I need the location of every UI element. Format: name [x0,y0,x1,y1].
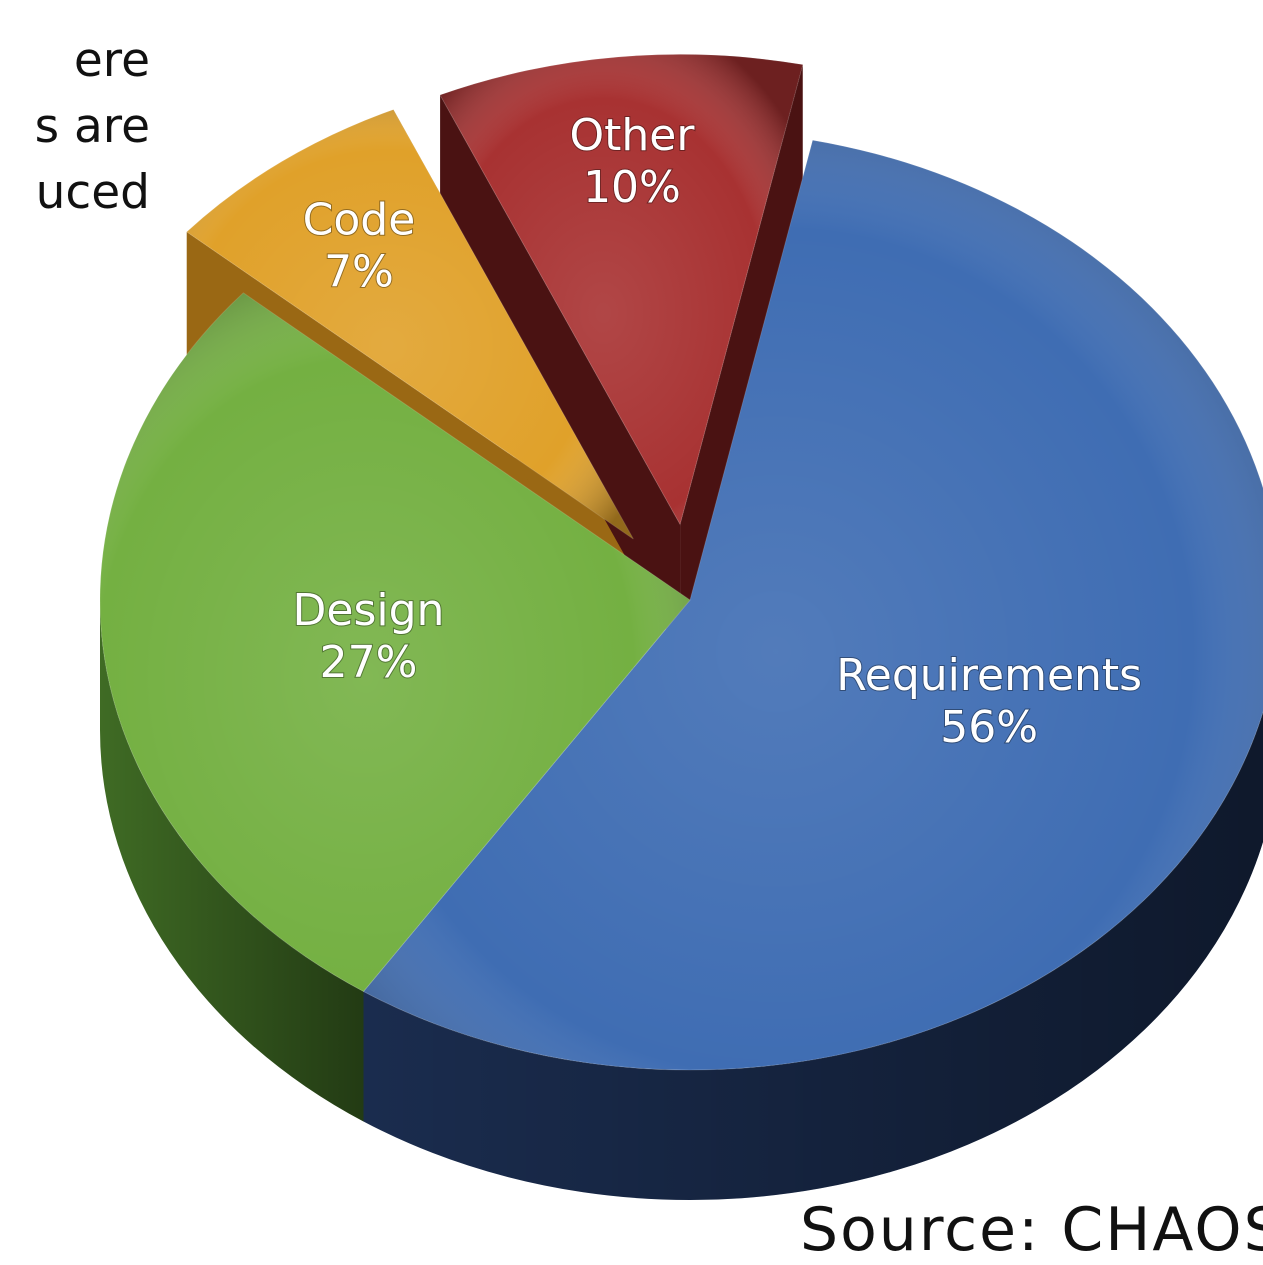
slice-value-other: 10% [583,162,681,213]
slice-cut-face [680,64,803,655]
slice-cut-face [440,95,681,655]
slice-top-shade [99,292,690,992]
source-caption: Source: CHAOS [800,1195,1263,1265]
slice-value-requirements: 56% [940,702,1038,753]
slice-top-shade [186,109,634,539]
slice-tops [99,53,1263,1071]
slice-side-shade [100,600,364,1122]
side-text-fragment: ere s are uced [0,28,150,226]
slice-label-design: Design [293,585,445,636]
slice-value-code: 7% [324,247,394,298]
slice-label-code: Code [303,195,416,246]
slice-label-requirements: Requirements [836,650,1142,701]
slice-value-design: 27% [320,637,418,688]
side-text-line: uced [35,165,150,220]
side-text-line: s are [34,99,150,154]
slice-side-shade [363,711,1263,1200]
side-text-line: ere [73,33,150,88]
slice-top-shade [440,54,803,525]
slice-top-shade [363,140,1263,1070]
slice-label-other: Other [569,110,695,161]
